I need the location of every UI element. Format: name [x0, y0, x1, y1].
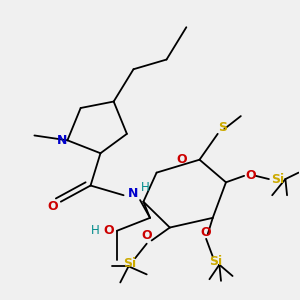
Text: Si: Si — [209, 255, 223, 268]
Text: O: O — [245, 169, 256, 182]
Text: O: O — [176, 153, 187, 166]
Text: H: H — [141, 181, 149, 194]
Text: N: N — [57, 134, 68, 147]
Text: S: S — [218, 121, 227, 134]
Text: O: O — [201, 226, 212, 239]
Text: O: O — [47, 200, 58, 213]
Text: O: O — [141, 229, 152, 242]
Text: Si: Si — [124, 256, 137, 270]
Text: N: N — [128, 187, 139, 200]
Text: O: O — [103, 224, 114, 237]
Text: H: H — [91, 224, 100, 237]
Text: Si: Si — [272, 172, 285, 186]
